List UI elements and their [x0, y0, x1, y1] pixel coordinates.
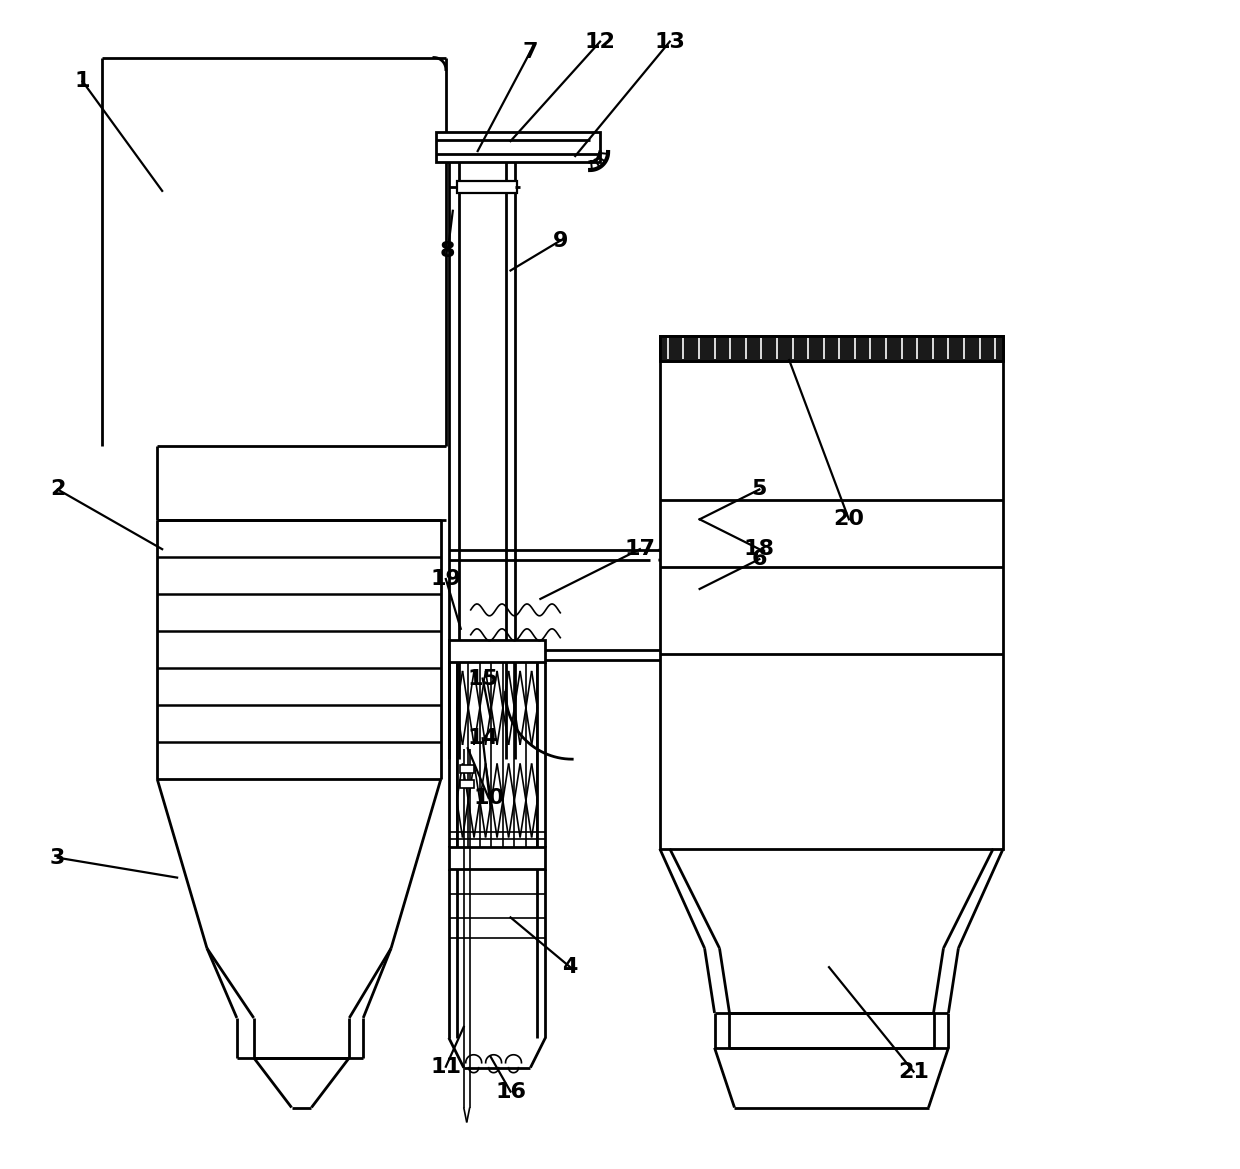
- Bar: [660, 337, 1003, 849]
- Text: 15: 15: [467, 669, 498, 689]
- Bar: [456, 181, 517, 193]
- Text: 8: 8: [440, 241, 455, 261]
- Text: 10: 10: [474, 788, 505, 808]
- Bar: [660, 337, 1003, 361]
- Text: 7: 7: [523, 42, 538, 62]
- Text: 3: 3: [50, 848, 66, 867]
- Text: 2: 2: [50, 479, 66, 499]
- Text: 21: 21: [898, 1061, 929, 1081]
- Bar: [460, 766, 474, 773]
- Bar: [449, 639, 546, 662]
- Bar: [460, 780, 474, 788]
- Text: 6: 6: [751, 549, 768, 569]
- Text: 17: 17: [625, 539, 656, 559]
- Text: 9: 9: [553, 230, 568, 250]
- Text: 4: 4: [563, 957, 578, 977]
- Text: 5: 5: [751, 479, 768, 499]
- Bar: [660, 337, 1003, 361]
- Text: 13: 13: [655, 32, 686, 51]
- Text: 16: 16: [495, 1081, 526, 1101]
- Bar: [449, 846, 546, 869]
- Text: 19: 19: [430, 569, 461, 589]
- Text: 18: 18: [744, 539, 775, 559]
- Text: 12: 12: [584, 32, 615, 51]
- Text: 14: 14: [467, 728, 498, 748]
- Bar: [436, 132, 600, 162]
- Text: 11: 11: [430, 1057, 461, 1077]
- Text: 20: 20: [833, 510, 864, 530]
- Text: 1: 1: [74, 71, 91, 91]
